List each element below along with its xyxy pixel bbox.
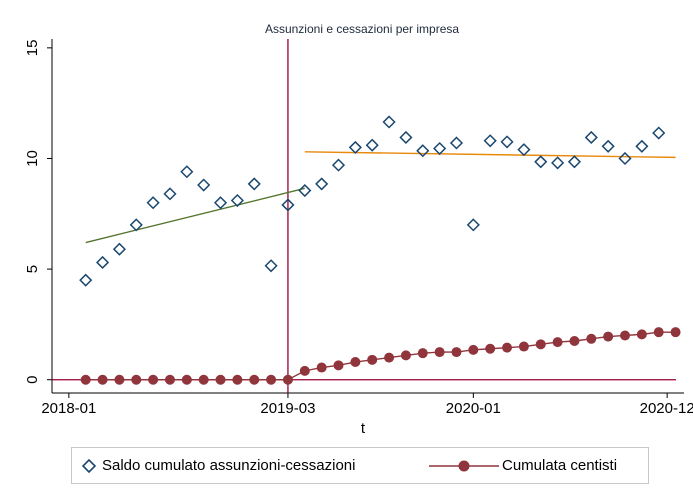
data-point-centisti	[569, 336, 580, 347]
legend: Saldo cumulato assunzioni-cessazioni Cum…	[71, 447, 649, 484]
data-point-saldo	[652, 126, 666, 140]
data-point-saldo	[534, 155, 548, 169]
data-point-centisti	[266, 374, 277, 385]
data-point-centisti	[552, 337, 563, 348]
data-point-centisti	[148, 374, 159, 385]
data-point-saldo	[551, 156, 565, 170]
data-point-centisti	[535, 339, 546, 350]
data-point-centisti	[636, 329, 647, 340]
data-point-saldo	[213, 196, 228, 210]
data-point-centisti	[181, 374, 192, 385]
data-point-saldo	[129, 218, 143, 232]
data-point-saldo	[163, 187, 177, 201]
data-point-saldo	[382, 115, 396, 129]
data-point-saldo	[112, 242, 126, 256]
data-point-centisti	[586, 333, 597, 344]
chart-lines	[52, 39, 676, 393]
data-point-saldo	[584, 130, 598, 145]
data-point-centisti	[299, 365, 310, 376]
y-tick-label: 5	[24, 265, 41, 273]
data-point-saldo	[348, 140, 362, 154]
y-tick-label: 10	[24, 150, 41, 167]
data-point-centisti	[367, 354, 378, 365]
data-point-centisti	[451, 347, 462, 358]
data-point-centisti	[518, 341, 529, 352]
data-point-saldo	[500, 135, 514, 149]
data-point-saldo	[483, 134, 497, 148]
data-point-centisti	[620, 330, 631, 341]
fit-line-2	[304, 151, 676, 159]
x-axis-label: t	[361, 420, 366, 437]
chart-marks	[79, 115, 681, 385]
data-point-centisti	[131, 374, 142, 385]
data-point-centisti	[114, 374, 125, 385]
data-point-centisti	[603, 331, 614, 342]
data-point-saldo	[197, 178, 211, 192]
data-point-saldo	[79, 273, 93, 287]
x-tick-label: 2020-12	[640, 400, 693, 417]
axes: 0 5 10 15 2018-01 2019-03 2020-01 2020-12	[24, 39, 693, 417]
data-point-centisti	[400, 350, 411, 361]
data-point-saldo	[601, 139, 615, 153]
data-point-saldo	[264, 259, 278, 273]
chart-title: Assunzioni e cessazioni per impresa	[265, 22, 459, 36]
data-point-saldo	[449, 136, 464, 150]
data-point-centisti	[653, 327, 664, 338]
data-point-centisti	[97, 374, 108, 385]
data-point-saldo	[567, 155, 582, 169]
data-point-saldo	[365, 138, 379, 152]
legend-label-saldo: Saldo cumulato assunzioni-cessazioni	[102, 457, 356, 474]
data-point-saldo	[416, 144, 430, 158]
y-tick-label: 0	[24, 376, 41, 384]
data-point-saldo	[146, 196, 160, 210]
data-point-saldo	[180, 165, 194, 179]
data-point-saldo	[635, 139, 649, 153]
data-point-saldo	[517, 143, 531, 157]
legend-line-circle-icon	[429, 460, 499, 472]
data-point-centisti	[333, 360, 344, 371]
data-point-centisti	[670, 327, 681, 338]
data-point-centisti	[249, 374, 260, 385]
fit-line-1	[85, 187, 305, 244]
x-tick-label: 2019-03	[260, 400, 315, 417]
data-point-saldo	[95, 255, 110, 270]
data-point-centisti	[215, 374, 226, 385]
legend-label-centisti: Cumulata centisti	[502, 457, 618, 474]
data-point-centisti	[502, 342, 513, 353]
data-point-centisti	[485, 343, 496, 354]
data-point-saldo	[399, 130, 413, 145]
data-point-centisti	[198, 374, 209, 385]
data-point-centisti	[282, 374, 293, 385]
data-point-centisti	[434, 347, 445, 358]
data-point-saldo	[230, 193, 244, 208]
data-point-centisti	[232, 374, 243, 385]
y-tick-label: 15	[24, 40, 41, 57]
data-point-centisti	[350, 357, 361, 368]
data-point-centisti	[80, 374, 91, 385]
data-point-saldo	[466, 218, 480, 232]
data-point-saldo	[247, 177, 261, 191]
data-point-saldo	[331, 158, 346, 172]
data-point-saldo	[298, 183, 312, 198]
data-point-saldo	[433, 141, 447, 156]
data-point-centisti	[384, 352, 395, 363]
data-point-saldo	[618, 151, 632, 166]
data-point-centisti	[164, 374, 175, 385]
data-point-centisti	[468, 344, 479, 355]
data-point-saldo	[315, 177, 329, 191]
data-point-centisti	[417, 348, 428, 359]
x-tick-label: 2020-01	[446, 400, 501, 417]
x-tick-label: 2018-01	[41, 400, 96, 417]
data-point-centisti	[316, 362, 327, 373]
data-point-saldo	[281, 198, 295, 212]
legend-diamond-icon	[81, 458, 97, 474]
